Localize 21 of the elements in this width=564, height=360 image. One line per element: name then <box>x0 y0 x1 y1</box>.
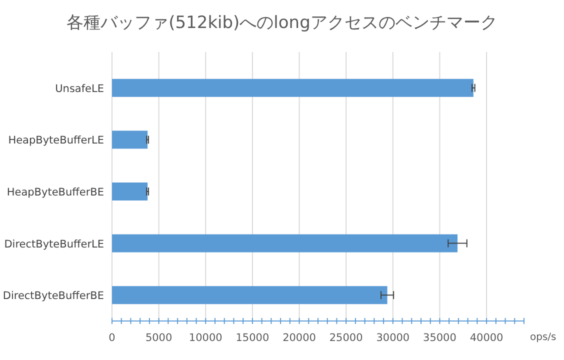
x-tick-label: 30000 <box>376 332 410 344</box>
bar <box>112 286 388 304</box>
x-tick-label: 40000 <box>470 332 504 344</box>
x-tick-label: 35000 <box>423 332 456 344</box>
bar <box>112 234 458 252</box>
x-tick-label: 10000 <box>188 332 222 344</box>
chart-title: 各種バッファ(512kib)へのlongアクセスのベンチマーク <box>66 13 498 33</box>
y-tick-label: UnsafeLE <box>55 82 104 95</box>
y-tick-label: HeapByteBufferBE <box>6 186 104 198</box>
x-tick-label: 20000 <box>282 332 316 344</box>
bar <box>112 130 148 149</box>
bar <box>112 78 474 97</box>
x-axis-title: ops/s <box>530 332 556 343</box>
y-tick-label: HeapByteBufferLE <box>8 134 104 147</box>
y-tick-label: DirectByteBufferLE <box>4 238 104 250</box>
x-tick-label: 15000 <box>236 332 270 344</box>
bar <box>112 182 148 200</box>
x-tick-label: 25000 <box>329 332 363 344</box>
x-tick-label: 0 <box>108 332 116 344</box>
x-tick-label: 5000 <box>145 332 172 344</box>
y-tick-label: DirectByteBufferBE <box>2 290 104 302</box>
